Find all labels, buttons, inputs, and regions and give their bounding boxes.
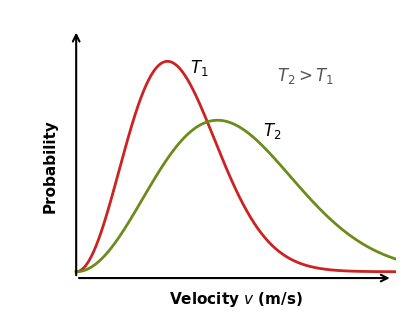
Text: $T_2 > T_1$: $T_2 > T_1$ — [277, 66, 334, 86]
Text: $T_1$: $T_1$ — [190, 58, 209, 78]
Text: Probability: Probability — [43, 120, 58, 213]
Text: Velocity $\mathit{v}$ (m/s): Velocity $\mathit{v}$ (m/s) — [169, 289, 303, 309]
Text: $T_2$: $T_2$ — [263, 121, 282, 141]
